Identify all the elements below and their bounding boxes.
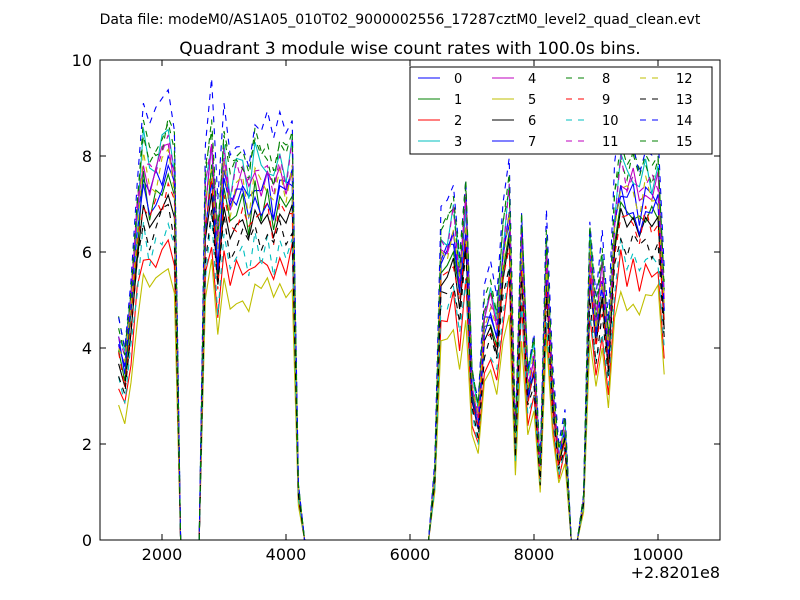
- series-line-14: [118, 78, 665, 541]
- legend-label-8: 8: [602, 72, 610, 87]
- legend-label-0: 0: [454, 72, 462, 87]
- legend-label-9: 9: [602, 93, 610, 108]
- legend-label-10: 10: [602, 114, 619, 129]
- legend-label-13: 13: [676, 93, 693, 108]
- y-tick-label: 6: [82, 243, 92, 262]
- x-tick-label: 4000: [266, 545, 307, 564]
- legend-label-4: 4: [528, 72, 536, 87]
- figure-suptitle: Data file: modeM0/AS1A05_010T02_90000025…: [100, 12, 701, 28]
- legend-label-6: 6: [528, 114, 536, 129]
- legend-label-2: 2: [454, 114, 462, 129]
- chart-title: Quadrant 3 module wise count rates with …: [179, 39, 640, 59]
- x-tick-label: 6000: [390, 545, 431, 564]
- legend-label-15: 15: [676, 135, 693, 150]
- y-tick-label: 8: [82, 147, 92, 166]
- y-tick-label: 4: [82, 339, 92, 358]
- y-tick-label: 0: [82, 531, 92, 550]
- legend-label-1: 1: [454, 93, 462, 108]
- y-tick-label: 10: [72, 51, 92, 70]
- x-tick-label: 2000: [142, 545, 183, 564]
- x-axis-offset-label: +2.8201e8: [631, 563, 720, 582]
- x-axis-ticks: 2000 4000 6000 8000 10000: [142, 60, 684, 564]
- legend-label-12: 12: [676, 72, 693, 87]
- legend-label-7: 7: [528, 135, 536, 150]
- series-line-12: [118, 147, 665, 541]
- legend-label-11: 11: [602, 135, 619, 150]
- legend-label-14: 14: [676, 114, 693, 129]
- y-tick-label: 2: [82, 435, 92, 454]
- legend-label-5: 5: [528, 93, 536, 108]
- legend-label-3: 3: [454, 135, 462, 150]
- legend-box: [409, 66, 713, 155]
- x-tick-label: 8000: [514, 545, 555, 564]
- x-tick-label: 10000: [633, 545, 684, 564]
